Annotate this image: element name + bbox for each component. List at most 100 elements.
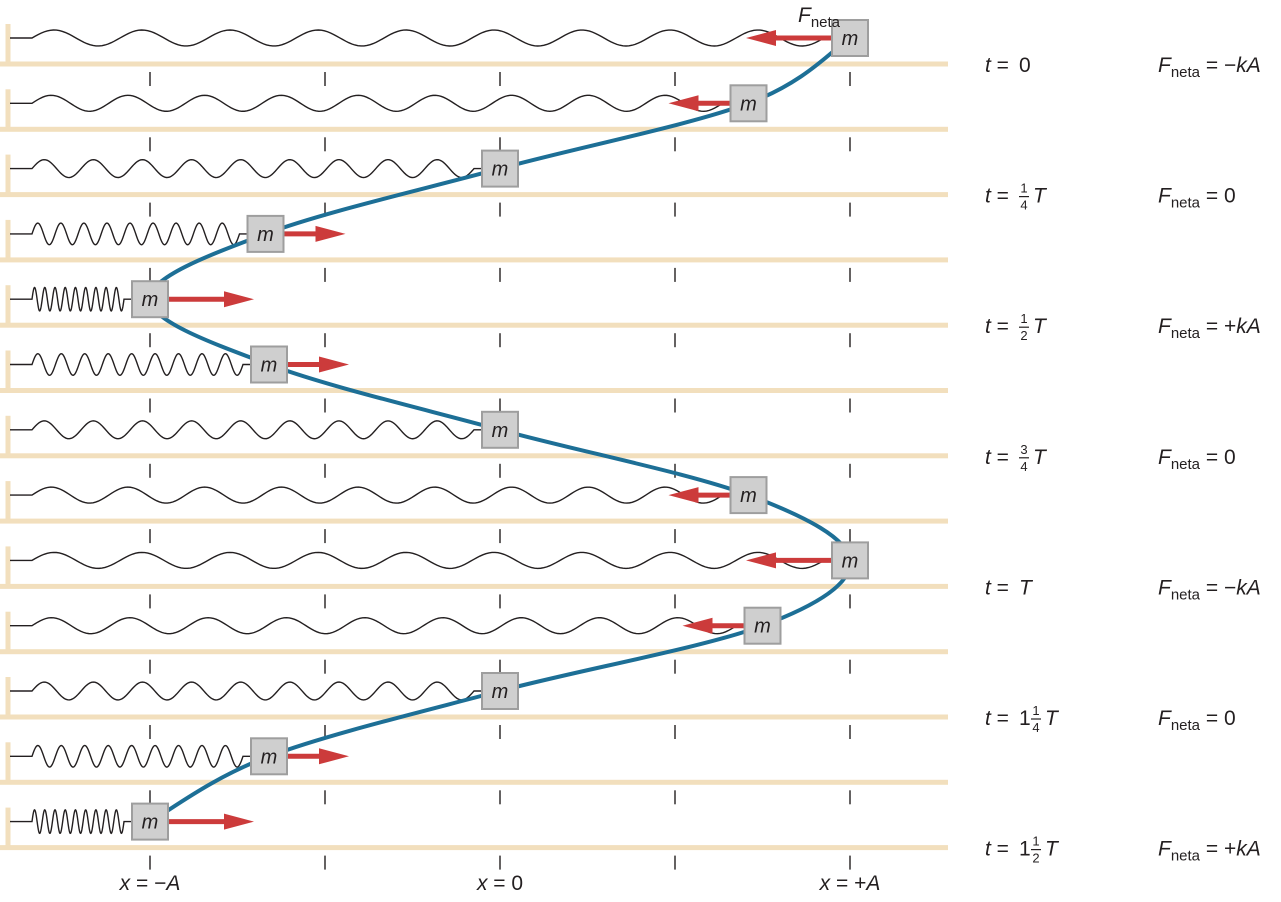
mass-block-label: m — [740, 485, 757, 507]
mass-block-label: m — [740, 93, 757, 115]
fraction-numerator: 3 — [1020, 442, 1027, 457]
tick-layer — [149, 72, 851, 870]
time-label-text: t = — [985, 707, 1009, 730]
track-wall — [5, 807, 11, 848]
track-floor — [0, 583, 948, 589]
spring — [10, 420, 482, 440]
fraction-numerator: 1 — [1020, 181, 1027, 196]
time-label-whole: 1 — [1019, 838, 1031, 861]
track-wall — [5, 285, 11, 326]
spring — [10, 551, 832, 570]
time-label-period: T — [1033, 185, 1048, 208]
track-floor — [0, 61, 948, 67]
mass-block-label: m — [842, 550, 859, 572]
track-wall — [5, 219, 11, 260]
time-label-period: T — [1033, 446, 1048, 469]
mass-block — [729, 476, 768, 515]
track-floor — [0, 126, 948, 132]
mass-block — [481, 672, 519, 710]
time-label: t = 3 4 T — [985, 442, 1048, 474]
spring-layer — [10, 29, 832, 835]
spring — [10, 29, 832, 47]
axis-label-zero: x = 0 — [476, 872, 523, 895]
track-floor — [0, 779, 948, 785]
mass-block — [481, 410, 519, 449]
spring — [10, 222, 248, 246]
fraction-denominator: 2 — [1020, 328, 1027, 343]
force-arrow-head — [668, 487, 699, 504]
time-label: t = 1 2 T — [985, 311, 1048, 343]
force-arrow-head — [319, 748, 349, 765]
track-floor — [0, 845, 948, 851]
track-wall — [5, 24, 11, 64]
time-label-text: t = — [985, 446, 1009, 469]
time-label-whole: 0 — [1019, 54, 1031, 77]
mass-block-label: m — [492, 420, 509, 442]
mass-block-label: m — [261, 355, 278, 377]
net-force-value: Fneta = 0 — [1158, 185, 1236, 212]
mass-block-label: m — [754, 616, 771, 638]
fraction-numerator: 1 — [1032, 834, 1039, 849]
mass-block — [250, 345, 288, 384]
mass-block-label: m — [257, 224, 274, 246]
force-arrow-head — [682, 617, 713, 634]
mass-block — [131, 802, 169, 841]
axis-label-plus-a: x = +A — [819, 872, 881, 895]
mass-block — [831, 541, 869, 580]
net-force-value: Fneta = 0 — [1158, 446, 1236, 473]
mass-block — [729, 84, 768, 123]
time-label-text: t = — [985, 54, 1009, 77]
time-label: t = 0 — [985, 54, 1031, 77]
force-arrow-head — [668, 95, 699, 112]
mass-block — [246, 214, 285, 253]
net-force-value: Fneta = +kA — [1158, 315, 1261, 342]
mass-block-layer: m m m m m m m m m m m m m — [131, 19, 869, 841]
force-arrow-layer — [168, 30, 832, 830]
spring — [10, 808, 132, 835]
track-wall — [5, 742, 11, 783]
force-arrow-head — [224, 813, 254, 830]
fraction-denominator: 4 — [1020, 459, 1027, 474]
mass-block-label: m — [142, 812, 159, 834]
spring — [10, 616, 745, 635]
spring — [10, 744, 251, 768]
mass-block-label: m — [842, 28, 859, 50]
mass-block — [743, 606, 782, 645]
force-arrow-head — [319, 356, 349, 373]
track-floor — [0, 257, 948, 263]
track-wall — [5, 415, 11, 456]
force-arrow-head — [746, 552, 776, 569]
mass-block — [481, 149, 519, 188]
track-floor — [0, 388, 948, 393]
track-floor — [0, 453, 948, 459]
time-label-period: T — [1019, 576, 1034, 599]
track-floor — [0, 518, 948, 524]
track-wall — [5, 89, 11, 130]
mass-block-label: m — [492, 681, 509, 703]
track-floor — [0, 192, 948, 198]
track-wall — [5, 611, 11, 652]
net-force-value: Fneta = −kA — [1158, 54, 1261, 81]
spring — [10, 94, 731, 113]
fraction-numerator: 1 — [1020, 311, 1027, 326]
mass-block-label: m — [261, 746, 278, 768]
track-wall — [5, 350, 11, 391]
mass-block — [831, 19, 869, 57]
mass-block-label: m — [492, 159, 509, 181]
net-force-value: Fneta = +kA — [1158, 838, 1261, 865]
track-floor — [0, 322, 948, 328]
track-floor — [0, 714, 948, 720]
time-label-text: t = — [985, 838, 1009, 861]
time-label-whole: 1 — [1019, 707, 1031, 730]
track-layer — [0, 24, 948, 851]
fraction-denominator: 2 — [1032, 851, 1039, 866]
spring — [10, 486, 731, 504]
time-label: t = 1 4 T — [985, 181, 1048, 213]
time-label-text: t = — [985, 185, 1009, 208]
mass-block — [250, 737, 288, 776]
net-force-value: Fneta = 0 — [1158, 707, 1236, 734]
axis-label-minus-a: x = −A — [119, 872, 181, 895]
track-wall — [5, 677, 11, 717]
